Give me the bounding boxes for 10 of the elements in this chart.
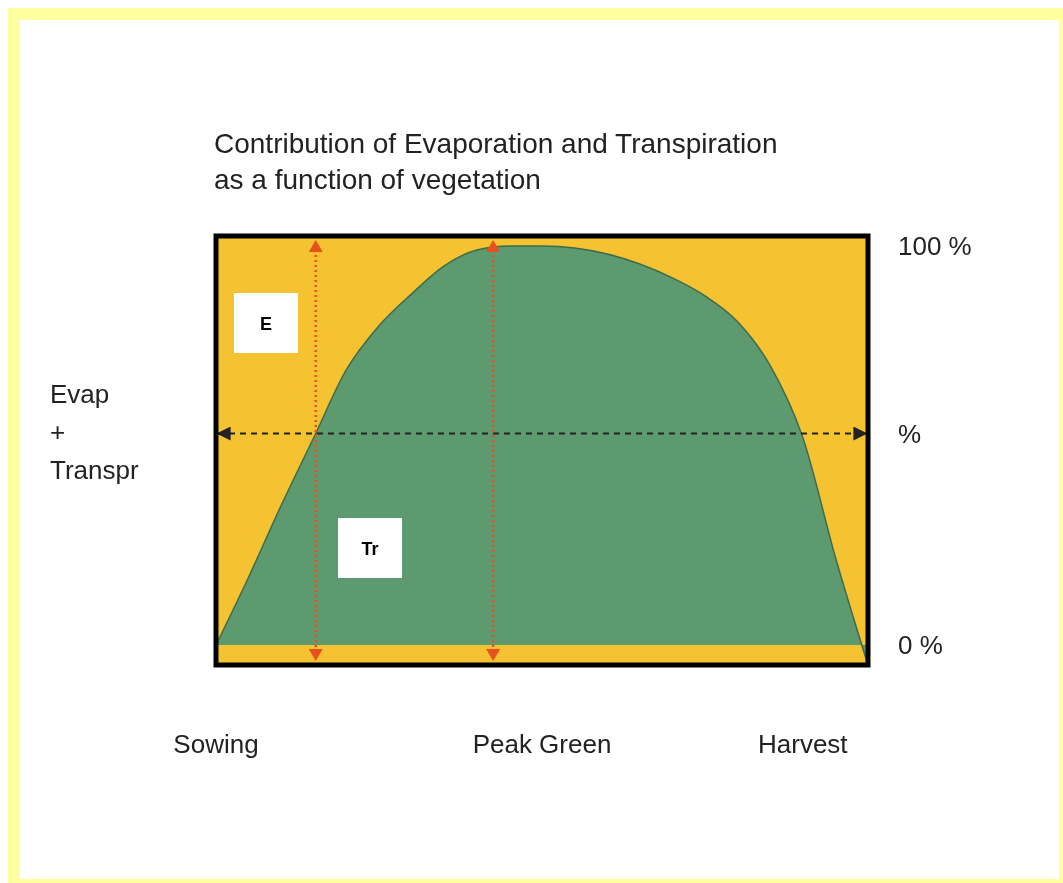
y-tick-label: % — [898, 418, 922, 449]
y-tick-label: 100 % — [898, 230, 972, 261]
annotation: Tr — [361, 539, 379, 559]
y-tick-label: 0 % — [898, 630, 943, 661]
annotation: E — [259, 314, 273, 334]
y-axis-title: Evap + Transpr — [50, 379, 139, 485]
x-tick-label: Peak Green — [472, 729, 612, 759]
chart-title: Contribution of Evaporation and Transpiration as a function of vegetation — [214, 128, 778, 195]
x-tick-label: Sowing — [173, 729, 259, 759]
x-tick-label: Harvest — [758, 729, 849, 759]
